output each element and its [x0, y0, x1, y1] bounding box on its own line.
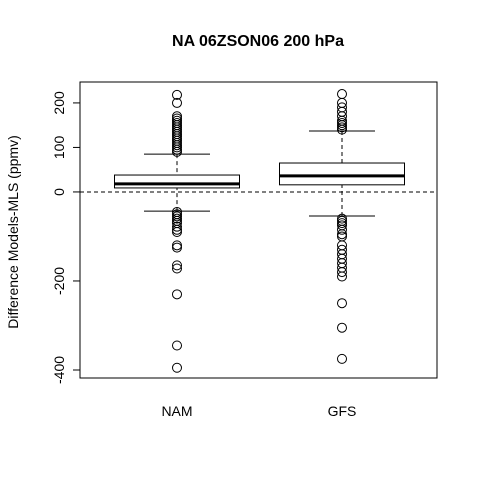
box — [114, 174, 240, 189]
outlier — [172, 227, 182, 238]
outlier — [172, 224, 182, 235]
outlier — [172, 111, 182, 122]
x-tick-label: GFS — [328, 403, 357, 419]
outlier — [337, 267, 347, 278]
x-tick-label: NAM — [161, 403, 192, 419]
chart-title: NA 06ZSON06 200 hPa — [172, 33, 344, 50]
outlier — [337, 213, 347, 224]
outlier — [172, 213, 182, 224]
outlier — [172, 242, 182, 253]
y-tick-label: 0 — [51, 188, 67, 196]
outlier — [337, 322, 347, 333]
outlier — [172, 89, 182, 100]
y-axis-label: Difference Models-MLS (ppmv) — [5, 135, 21, 328]
outlier — [172, 240, 182, 251]
outlier — [337, 218, 347, 229]
outlier — [337, 102, 347, 113]
outlier — [337, 224, 347, 235]
y-tick-label: 200 — [51, 91, 67, 115]
outlier — [172, 362, 182, 373]
box — [279, 162, 405, 186]
outlier — [172, 115, 182, 126]
y-tick-label: -200 — [51, 267, 67, 295]
outlier — [337, 89, 347, 100]
outlier — [337, 229, 347, 240]
outlier — [172, 211, 182, 222]
outlier — [172, 97, 182, 108]
outlier — [337, 122, 347, 133]
outlier — [172, 340, 182, 351]
outlier — [172, 221, 182, 232]
outlier — [172, 289, 182, 300]
outlier — [337, 353, 347, 364]
outlier — [172, 113, 182, 124]
outlier — [172, 263, 182, 274]
y-tick-label: -400 — [51, 356, 67, 384]
outlier — [172, 117, 182, 128]
outlier — [172, 260, 182, 271]
plot-frame — [79, 81, 438, 379]
y-tick-label: 100 — [51, 136, 67, 160]
outlier — [337, 298, 347, 309]
outlier — [337, 117, 347, 128]
outlier — [337, 271, 347, 282]
